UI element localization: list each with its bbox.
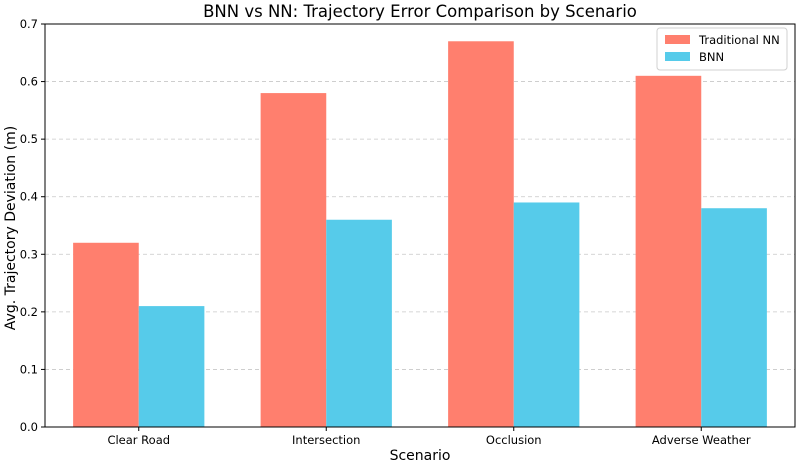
y-axis: 0.0 0.1 0.2 0.3 0.4 0.5 0.6 0.7 bbox=[20, 17, 45, 434]
y-tick-label: 0.0 bbox=[20, 420, 38, 434]
y-tick-label: 0.1 bbox=[20, 362, 38, 376]
legend-label: Traditional NN bbox=[698, 33, 780, 47]
legend-swatch bbox=[665, 52, 690, 61]
y-tick-label: 0.7 bbox=[20, 17, 38, 31]
y-axis-title: Avg. Trajectory Deviation (m) bbox=[3, 126, 19, 330]
x-axis: Clear Road Intersection Occlusion Adverse W… bbox=[107, 427, 751, 447]
bars bbox=[73, 41, 767, 428]
legend-label: BNN bbox=[699, 50, 724, 64]
x-tick-label: Adverse Weather bbox=[652, 433, 751, 447]
bar-traditional-nn-intersection bbox=[260, 93, 327, 427]
bar-bnn-clear-road bbox=[138, 306, 205, 427]
y-tick-label: 0.5 bbox=[20, 132, 38, 146]
y-tick-label: 0.4 bbox=[20, 190, 38, 204]
y-tick-label: 0.6 bbox=[20, 75, 38, 89]
chart-title: BNN vs NN: Trajectory Error Comparison b… bbox=[203, 2, 637, 21]
bar-traditional-nn-occlusion bbox=[448, 41, 514, 428]
x-tick-label: Occlusion bbox=[486, 433, 542, 447]
y-tick-label: 0.3 bbox=[20, 247, 38, 261]
legend: Traditional NN BNN bbox=[656, 27, 788, 71]
bar-bnn-occlusion bbox=[513, 202, 580, 427]
x-axis-title: Scenario bbox=[390, 448, 451, 464]
bar-bnn-adverse-weather bbox=[701, 208, 767, 427]
bar-bnn-intersection bbox=[326, 219, 392, 427]
x-tick-label: Clear Road bbox=[107, 433, 170, 447]
x-tick-label: Intersection bbox=[292, 433, 360, 447]
legend-swatch bbox=[665, 35, 690, 44]
plot-frame bbox=[44, 23, 796, 428]
y-tick-label: 0.2 bbox=[20, 305, 38, 319]
bar-traditional-nn-adverse-weather bbox=[635, 75, 702, 428]
bar-traditional-nn-clear-road bbox=[73, 242, 139, 427]
